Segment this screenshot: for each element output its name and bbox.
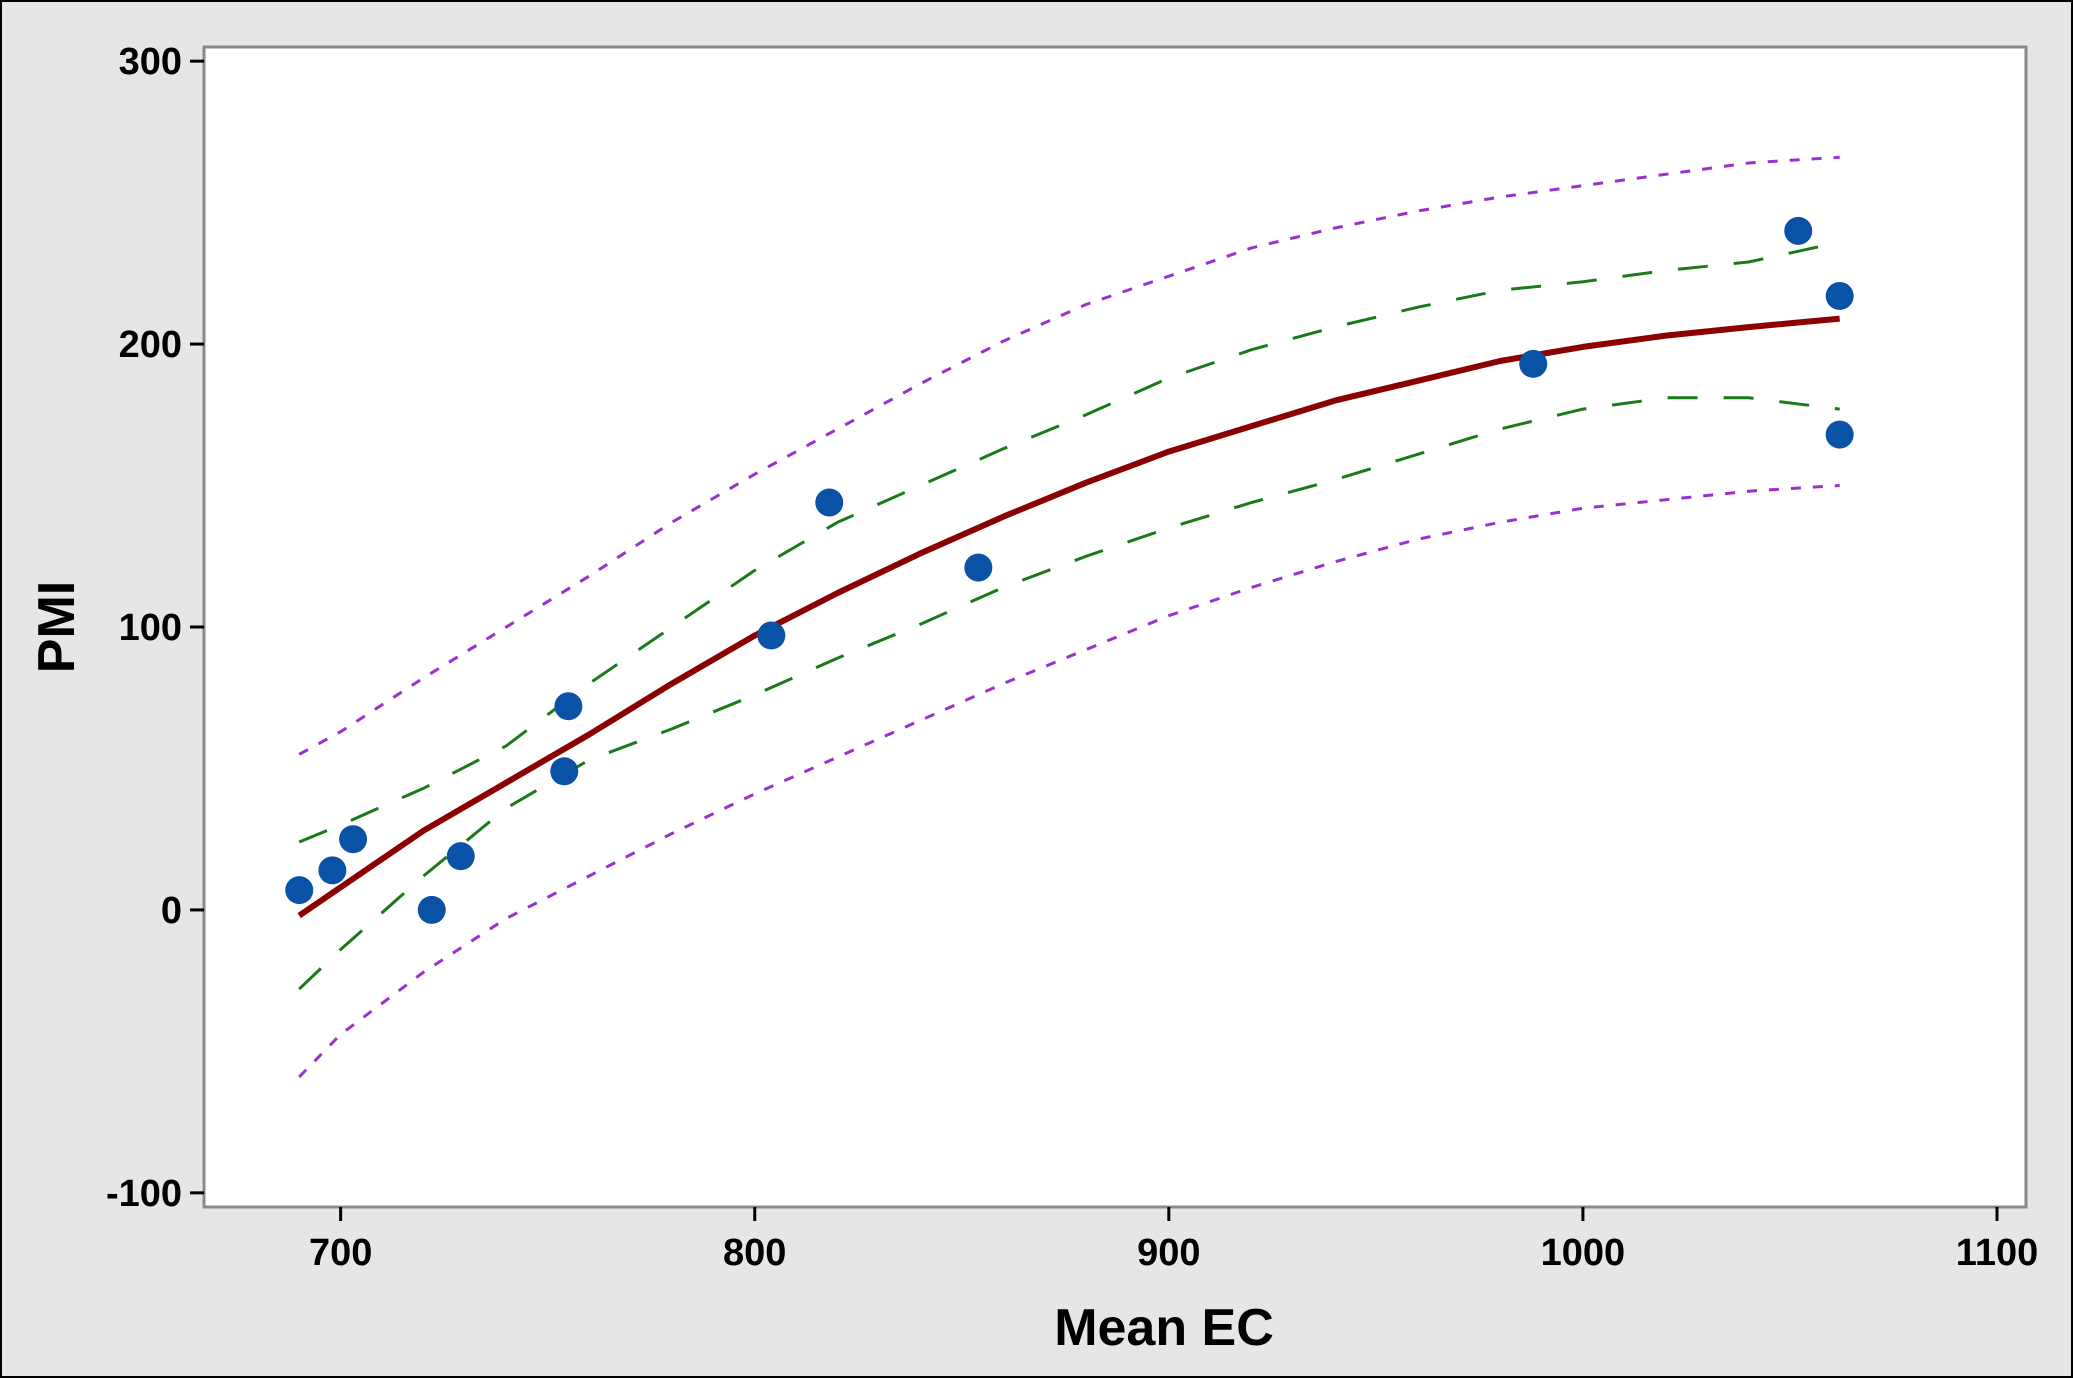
- axes: [190, 59, 1999, 1221]
- data-point: [285, 876, 314, 905]
- y-tick-label: 100: [119, 607, 182, 649]
- prediction-upper-line: [298, 155, 1840, 756]
- x-tick-label: 1000: [1541, 1232, 1626, 1274]
- fit-line: [297, 315, 1840, 919]
- plot-area: [202, 45, 2028, 1209]
- y-tick-label: 200: [119, 324, 182, 366]
- data-point: [446, 842, 475, 871]
- data-point: [339, 825, 368, 854]
- data-points: [285, 216, 1854, 924]
- data-point: [757, 621, 786, 650]
- x-tick-label: 700: [309, 1232, 372, 1274]
- y-axis-title: PMI: [28, 581, 86, 673]
- x-tick-label: 800: [723, 1232, 786, 1274]
- data-point: [554, 692, 583, 721]
- x-tick-label: 900: [1137, 1232, 1200, 1274]
- data-point: [964, 553, 993, 582]
- data-point: [550, 757, 579, 786]
- y-tick-label: -100: [106, 1173, 182, 1215]
- y-tick-label: 0: [161, 890, 182, 932]
- data-point: [1784, 216, 1813, 245]
- y-tick-label: 300: [119, 41, 182, 83]
- series-lines: [297, 155, 1841, 1078]
- data-point: [417, 895, 446, 924]
- data-point: [1825, 420, 1854, 449]
- x-tick-label: 1100: [1956, 1232, 2038, 1274]
- confidence-upper-line: [298, 240, 1841, 844]
- data-point: [1825, 281, 1854, 310]
- data-point: [1519, 349, 1548, 378]
- confidence-lower-line: [298, 396, 1840, 991]
- data-point: [318, 856, 347, 885]
- x-axis-title: Mean EC: [1054, 1299, 1274, 1357]
- data-point: [815, 488, 844, 517]
